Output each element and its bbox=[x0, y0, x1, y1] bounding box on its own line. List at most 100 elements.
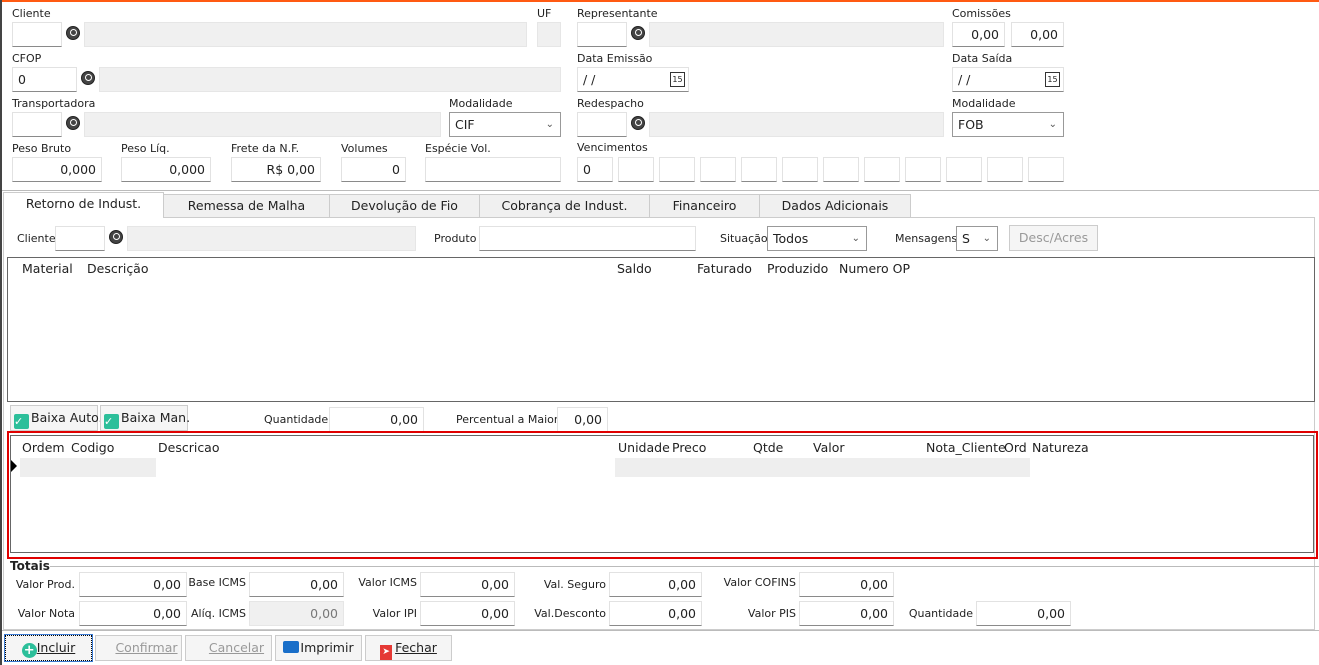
baixa-auto-button[interactable]: ✓ Baixa Auto. bbox=[10, 405, 103, 431]
column-header-material[interactable]: Material bbox=[22, 261, 73, 276]
tab-dados-adicionais[interactable]: Dados Adicionais bbox=[759, 194, 911, 217]
situacao-select[interactable]: Todos ⌄ bbox=[767, 226, 867, 251]
valor-nota-field[interactable]: 0,00 bbox=[79, 601, 187, 626]
percentual-label: Percentual a Maior bbox=[456, 413, 559, 426]
tab-remessa-malha[interactable]: Remessa de Malha bbox=[163, 194, 330, 217]
column-header-descricao[interactable]: Descricao bbox=[158, 440, 220, 455]
vencimento-input[interactable] bbox=[864, 157, 900, 182]
valor-prod-field[interactable]: 0,00 bbox=[79, 572, 187, 597]
imprimir-button[interactable]: Imprimir bbox=[275, 635, 362, 661]
representante-code-input[interactable] bbox=[577, 22, 627, 47]
aliq-icms-field: 0,00 bbox=[249, 601, 344, 626]
percentual-input[interactable]: 0,00 bbox=[557, 407, 608, 432]
vencimento-input[interactable] bbox=[618, 157, 654, 182]
vencimento-input[interactable] bbox=[741, 157, 777, 182]
val-desconto-label: Val.Desconto bbox=[534, 607, 606, 620]
table-row-cell[interactable] bbox=[20, 458, 156, 477]
column-header-saldo[interactable]: Saldo bbox=[617, 261, 652, 276]
column-header-faturado[interactable]: Faturado bbox=[697, 261, 752, 276]
column-header-descricao[interactable]: Descrição bbox=[87, 261, 149, 276]
comissao-2-input[interactable]: 0,00 bbox=[1011, 22, 1064, 47]
base-icms-field[interactable]: 0,00 bbox=[249, 572, 344, 597]
cliente-code-input[interactable] bbox=[12, 22, 62, 47]
mensagens-select[interactable]: S ⌄ bbox=[956, 226, 998, 251]
quantidade-input[interactable]: 0,00 bbox=[329, 407, 424, 432]
data-saida-label: Data Saída bbox=[952, 52, 1013, 65]
peso-liq-input[interactable]: 0,000 bbox=[121, 157, 211, 182]
modalidade-select[interactable]: CIF ⌄ bbox=[449, 112, 561, 137]
tab-retorno-indust[interactable]: Retorno de Indust. bbox=[3, 192, 164, 218]
mensagens-label: Mensagens bbox=[895, 232, 958, 245]
imprimir-label: Imprimir bbox=[300, 640, 354, 655]
val-seguro-field[interactable]: 0,00 bbox=[609, 572, 702, 597]
valor-ipi-field[interactable]: 0,00 bbox=[420, 601, 515, 626]
materials-grid[interactable] bbox=[7, 257, 1315, 402]
valor-prod-label: Valor Prod. bbox=[15, 578, 75, 591]
data-emissao-input[interactable]: / / 15 bbox=[577, 67, 689, 92]
column-header-produzido[interactable]: Produzido bbox=[767, 261, 829, 276]
column-header-ordem[interactable]: Ordem bbox=[22, 440, 65, 455]
calendar-icon[interactable]: 15 bbox=[1045, 72, 1060, 87]
column-header-qtde[interactable]: Qtde bbox=[753, 440, 784, 455]
peso-bruto-input[interactable]: 0,000 bbox=[12, 157, 102, 182]
vencimento-input[interactable] bbox=[905, 157, 941, 182]
transportadora-code-input[interactable] bbox=[12, 112, 62, 137]
val-desconto-field[interactable]: 0,00 bbox=[609, 601, 702, 626]
volumes-input[interactable]: 0 bbox=[341, 157, 406, 182]
items-grid[interactable] bbox=[10, 435, 1314, 553]
vencimento-input[interactable]: 0 bbox=[577, 157, 613, 182]
cancelar-button[interactable]: Cancelar bbox=[185, 635, 272, 661]
cfop-code-input[interactable]: 0 bbox=[12, 67, 77, 92]
tab-devolucao-fio[interactable]: Devolução de Fio bbox=[329, 194, 480, 217]
especie-input[interactable] bbox=[425, 157, 561, 182]
tab-financeiro[interactable]: Financeiro bbox=[649, 194, 760, 217]
tab-panel bbox=[3, 217, 1315, 630]
search-icon[interactable] bbox=[631, 116, 645, 130]
search-icon[interactable] bbox=[631, 26, 645, 40]
column-header-codigo[interactable]: Codigo bbox=[71, 440, 115, 455]
fechar-button[interactable]: ➤ Fechar bbox=[365, 635, 452, 661]
column-header-natureza[interactable]: Natureza bbox=[1032, 440, 1089, 455]
situacao-value: Todos bbox=[773, 231, 809, 246]
divider bbox=[50, 566, 1319, 567]
modalidade-redespacho-select[interactable]: FOB ⌄ bbox=[952, 112, 1064, 137]
column-header-numero-op[interactable]: Numero OP bbox=[839, 261, 911, 276]
vencimento-input[interactable] bbox=[1028, 157, 1064, 182]
volumes-label: Volumes bbox=[341, 142, 388, 155]
quantidade-total-field[interactable]: 0,00 bbox=[976, 601, 1071, 626]
redespacho-code-input[interactable] bbox=[577, 112, 627, 137]
column-header-nota-cliente[interactable]: Nota_Cliente bbox=[926, 440, 1006, 455]
produto-label: Produto bbox=[434, 232, 477, 245]
comissao-1-input[interactable]: 0,00 bbox=[952, 22, 1005, 47]
valor-icms-field[interactable]: 0,00 bbox=[420, 572, 515, 597]
incluir-button[interactable]: + Incluir bbox=[4, 634, 93, 662]
valor-cofins-field[interactable]: 0,00 bbox=[799, 572, 894, 597]
search-icon[interactable] bbox=[66, 26, 80, 40]
frete-input[interactable]: R$ 0,00 bbox=[231, 157, 321, 182]
column-header-preco[interactable]: Preco bbox=[672, 440, 707, 455]
column-header-valor[interactable]: Valor bbox=[813, 440, 845, 455]
column-header-ord[interactable]: Ord bbox=[1004, 440, 1027, 455]
data-saida-input[interactable]: / / 15 bbox=[952, 67, 1064, 92]
baixa-man-button[interactable]: ✓ Baixa Man. bbox=[100, 405, 190, 431]
vencimento-input[interactable] bbox=[946, 157, 982, 182]
search-icon[interactable] bbox=[66, 116, 80, 130]
tab-cobranca-indust[interactable]: Cobrança de Indust. bbox=[479, 194, 650, 217]
vencimento-input[interactable] bbox=[700, 157, 736, 182]
calendar-icon[interactable]: 15 bbox=[670, 72, 685, 87]
desc-acres-button[interactable]: Desc/Acres bbox=[1009, 225, 1098, 251]
column-header-unidade[interactable]: Unidade bbox=[618, 440, 670, 455]
vencimento-input[interactable] bbox=[782, 157, 818, 182]
filter-cliente-input[interactable] bbox=[55, 226, 105, 251]
table-row-cell[interactable] bbox=[615, 458, 1030, 477]
valor-pis-field[interactable]: 0,00 bbox=[799, 601, 894, 626]
vencimento-input[interactable] bbox=[659, 157, 695, 182]
situacao-label: Situação bbox=[720, 232, 768, 245]
confirmar-button[interactable]: Confirmar bbox=[95, 635, 182, 661]
produto-input[interactable] bbox=[479, 226, 696, 251]
search-icon[interactable] bbox=[81, 71, 95, 85]
modalidade-redespacho-label: Modalidade bbox=[952, 97, 1016, 110]
vencimento-input[interactable] bbox=[823, 157, 859, 182]
vencimento-input[interactable] bbox=[987, 157, 1023, 182]
search-icon[interactable] bbox=[109, 230, 123, 244]
